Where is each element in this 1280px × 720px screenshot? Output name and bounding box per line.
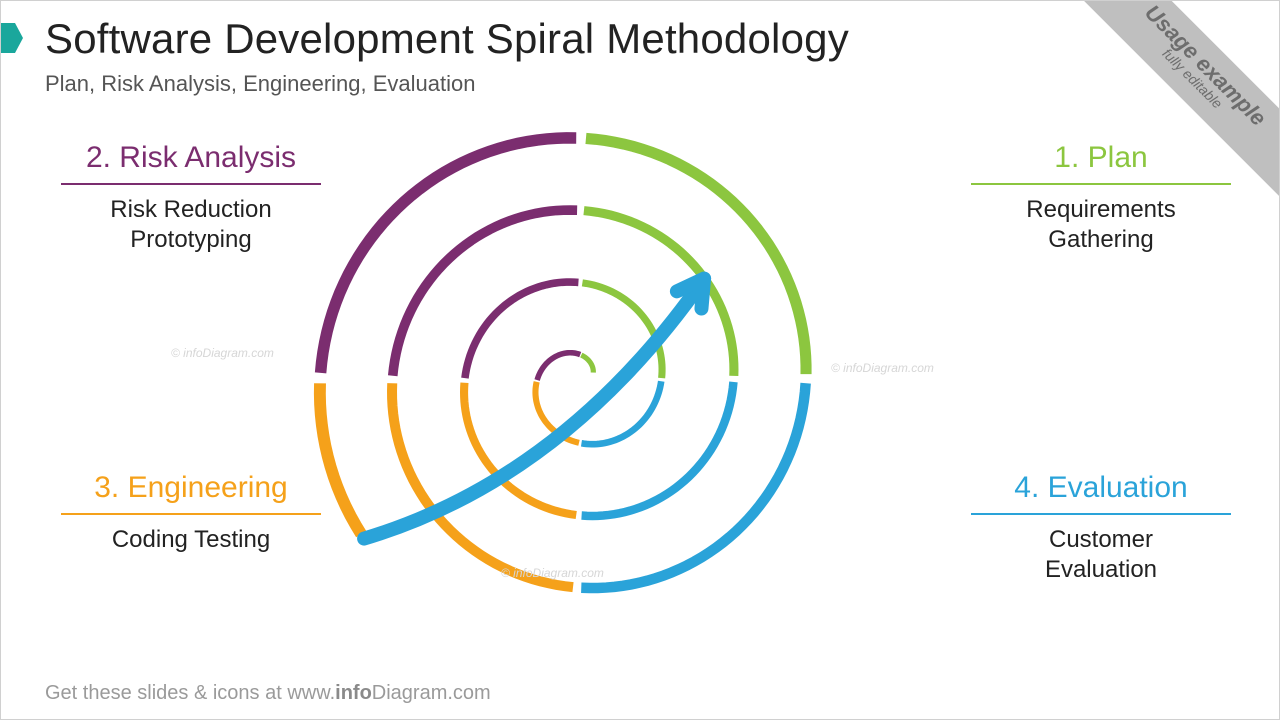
watermark: © infoDiagram.com (171, 346, 274, 360)
quadrant-engineering: 3. Engineering Coding Testing (61, 471, 321, 555)
slide: Software Development Spiral Methodology … (0, 0, 1280, 720)
quadrant-evaluation-title: 4. Evaluation (971, 471, 1231, 509)
page-title: Software Development Spiral Methodology (45, 15, 849, 63)
quadrant-plan: 1. Plan Requirements Gathering (971, 141, 1231, 255)
quadrant-evaluation-desc2: Evaluation (1045, 556, 1157, 583)
ribbon-line2: example (1191, 51, 1271, 131)
accent-tab (1, 23, 15, 53)
quadrant-risk-desc1: Risk Reduction (110, 196, 271, 223)
footer-text: Get these slides & icons at www.infoDiag… (45, 682, 491, 705)
quadrant-engineering-title: 3. Engineering (61, 471, 321, 509)
footer-brand-rest: Diagram (372, 682, 448, 704)
ribbon-line1: Usage (1140, 1, 1204, 64)
page-subtitle: Plan, Risk Analysis, Engineering, Evalua… (45, 71, 475, 97)
quadrant-plan-title: 1. Plan (971, 141, 1231, 179)
quadrant-risk: 2. Risk Analysis Risk Reduction Prototyp… (61, 141, 321, 255)
quadrant-evaluation: 4. Evaluation Customer Evaluation (971, 471, 1231, 585)
quadrant-risk-desc2: Prototyping (130, 226, 251, 253)
quadrant-risk-title: 2. Risk Analysis (61, 141, 321, 179)
spiral-diagram (281, 111, 1001, 711)
quadrant-evaluation-rule (971, 513, 1231, 515)
footer-prefix: Get these slides & icons at www. (45, 682, 335, 704)
quadrant-plan-desc2: Gathering (1048, 226, 1153, 253)
quadrant-plan-rule (971, 183, 1231, 185)
quadrant-risk-rule (61, 183, 321, 185)
quadrant-evaluation-desc1: Customer (1049, 526, 1153, 553)
footer-brand-bold: info (335, 682, 372, 704)
quadrant-engineering-desc1: Coding Testing (112, 526, 270, 553)
quadrant-engineering-rule (61, 513, 321, 515)
footer-suffix: .com (447, 682, 490, 704)
quadrant-plan-desc1: Requirements (1026, 196, 1175, 223)
